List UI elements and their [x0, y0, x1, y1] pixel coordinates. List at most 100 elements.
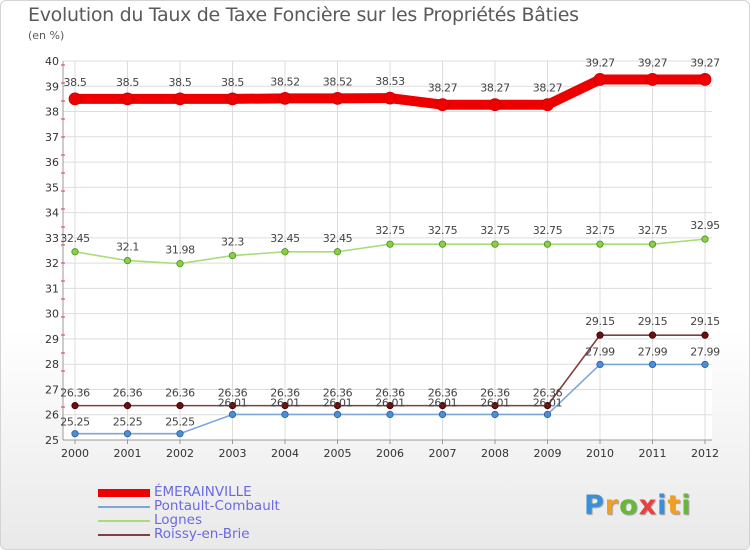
proxiti-logo: Proxiti [584, 490, 692, 521]
data-label: 26.36 [428, 387, 458, 400]
x-tick-label: 2003 [219, 447, 247, 460]
data-label: 38.52 [323, 75, 353, 88]
logo-letter: P [584, 490, 605, 521]
data-point [281, 248, 289, 256]
data-point [123, 257, 132, 265]
x-tick-label: 2001 [114, 447, 142, 460]
logo-letter: r [604, 490, 620, 521]
logo-letter: x [638, 490, 658, 521]
legend-label: Lognes [154, 512, 203, 528]
data-point [71, 430, 79, 438]
data-point [491, 240, 499, 248]
legend-swatch [98, 489, 150, 497]
data-label: 32.75 [375, 224, 405, 237]
legend-label: Roissy-en-Brie [154, 526, 250, 542]
data-label: 26.01 [270, 396, 300, 409]
data-point [386, 410, 394, 419]
data-point [281, 402, 289, 410]
data-point [593, 73, 607, 86]
data-label: 26.01 [533, 396, 563, 409]
y-tick-label: 34 [45, 207, 59, 220]
data-label: 26.36 [218, 387, 248, 400]
data-point [333, 402, 342, 410]
logo-letter: o [619, 490, 639, 521]
data-label: 32.75 [585, 224, 615, 237]
logo-letter: t [667, 490, 682, 521]
data-label: 38.53 [375, 75, 405, 88]
y-tick-label: 30 [45, 308, 59, 321]
data-label: 38.52 [270, 75, 300, 88]
data-point [333, 248, 342, 256]
x-tick-label: 2005 [324, 447, 352, 460]
data-point [386, 240, 394, 248]
data-label: 27.99 [638, 345, 668, 358]
data-label: 38.27 [480, 82, 510, 95]
data-label: 26.36 [323, 387, 353, 400]
data-point [648, 240, 657, 248]
x-tick-label: 2007 [429, 447, 457, 460]
chart-title: Evolution du Taux de Taxe Foncière sur l… [28, 4, 579, 26]
y-tick-label: 32 [45, 257, 59, 270]
data-point [281, 410, 289, 419]
data-label: 32.1 [116, 241, 139, 254]
data-point [646, 73, 659, 86]
y-tick-label: 26 [45, 409, 59, 422]
y-tick-label: 38 [45, 106, 59, 119]
data-point [648, 331, 657, 339]
legend-swatch [98, 534, 150, 536]
legend-label: ÉMERAINVILLE [154, 484, 252, 500]
data-label: 31.98 [165, 244, 195, 257]
data-label: 39.27 [585, 56, 615, 69]
data-point [596, 240, 604, 248]
data-label: 29.15 [585, 315, 615, 328]
y-tick-label: 29 [45, 333, 59, 346]
data-label: 26.36 [375, 387, 405, 400]
data-point [701, 331, 709, 339]
data-point [71, 402, 79, 410]
data-point [123, 402, 132, 410]
data-label: 29.15 [690, 315, 720, 328]
data-label: 26.36 [60, 387, 90, 400]
data-point [123, 430, 132, 438]
data-label: 38.5 [64, 76, 87, 89]
data-label: 29.15 [638, 315, 668, 328]
data-label: 27.99 [690, 345, 720, 358]
legend-swatch [98, 520, 150, 522]
data-point [438, 240, 447, 248]
x-tick-label: 2002 [166, 447, 194, 460]
plot-area [63, 61, 712, 440]
y-tick-label: 35 [45, 181, 59, 194]
data-point [71, 248, 79, 256]
data-point [698, 73, 712, 86]
data-label: 32.95 [690, 219, 720, 232]
y-tick-label: 36 [45, 156, 59, 169]
data-label: 26.01 [218, 396, 248, 409]
data-point [701, 235, 709, 243]
data-point [278, 91, 292, 105]
data-label: 25.25 [113, 416, 143, 429]
y-tick-label: 40 [45, 55, 59, 68]
y-tick-label: 25 [45, 434, 59, 447]
data-label: 26.01 [323, 396, 353, 409]
data-label: 26.01 [480, 396, 510, 409]
x-tick-label: 2010 [586, 447, 614, 460]
data-label: 38.5 [221, 76, 244, 89]
x-tick-label: 2008 [481, 447, 509, 460]
y-tick-label: 33 [45, 232, 59, 245]
data-point [543, 410, 552, 419]
x-tick-label: 2004 [271, 447, 299, 460]
data-point [648, 360, 657, 369]
x-tick-label: 2012 [691, 447, 719, 460]
data-point [596, 331, 604, 339]
data-point [596, 360, 604, 369]
data-label: 38.27 [428, 82, 458, 95]
data-label: 39.27 [638, 56, 668, 69]
y-tick-label: 39 [45, 80, 59, 93]
data-label: 32.75 [533, 224, 563, 237]
data-label: 26.36 [113, 387, 143, 400]
data-label: 39.27 [690, 56, 720, 69]
data-label: 32.3 [221, 236, 244, 249]
chart-unit-label: (en %) [28, 29, 65, 42]
data-point [701, 360, 709, 369]
